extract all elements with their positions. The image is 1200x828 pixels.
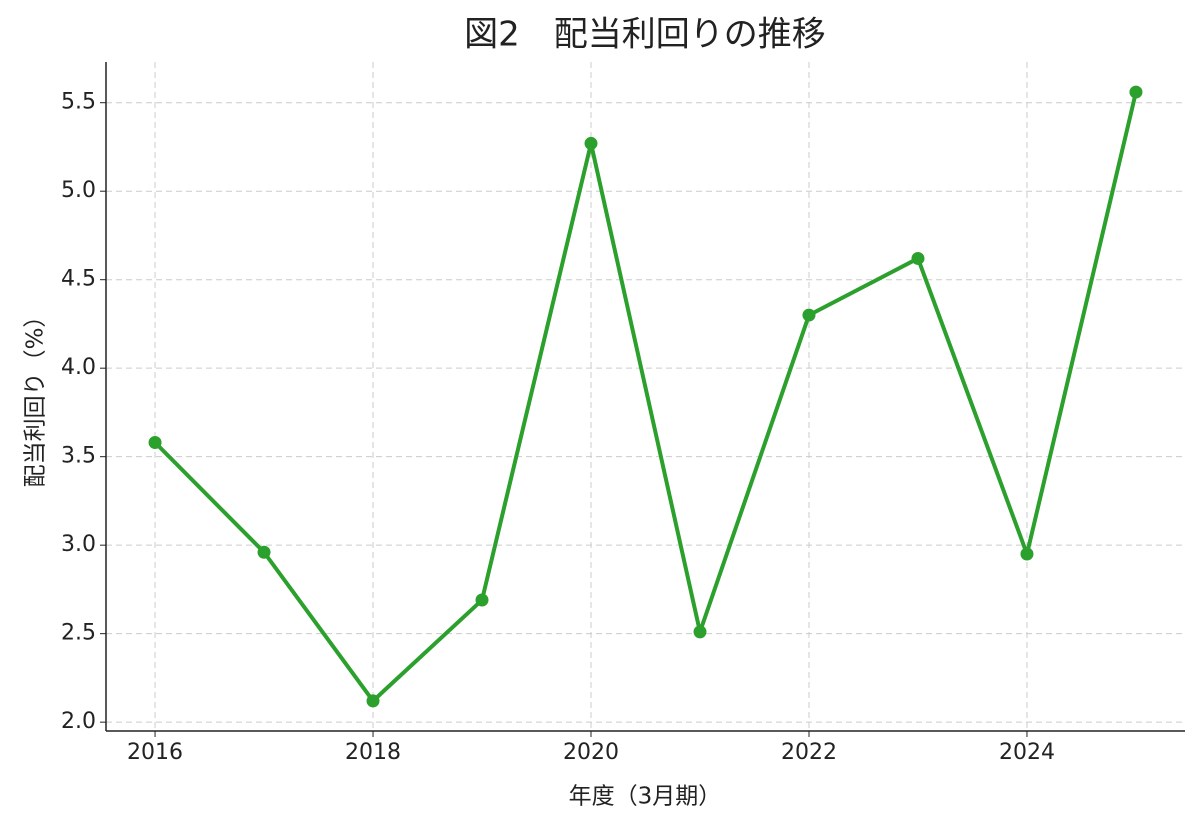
x-tick-label: 2024 <box>999 740 1055 765</box>
x-tick-label: 2022 <box>781 740 837 765</box>
data-point <box>475 593 489 607</box>
data-point <box>257 545 271 559</box>
y-tick-label: 3.5 <box>61 444 96 469</box>
y-tick-label: 4.0 <box>61 355 96 380</box>
data-point <box>1020 547 1034 561</box>
x-tick-label: 2018 <box>345 740 401 765</box>
data-line <box>153 91 1138 703</box>
y-axis-label: 配当利回り（%） <box>23 305 49 488</box>
data-point <box>366 694 380 708</box>
chart-title: 図2 配当利回りの推移 <box>464 15 826 55</box>
x-tick-label: 2016 <box>127 740 183 765</box>
y-tick-label: 5.0 <box>61 178 96 203</box>
y-tick-label: 4.5 <box>61 267 96 292</box>
data-point <box>802 308 816 322</box>
data-point <box>693 625 707 639</box>
y-tick-label: 2.5 <box>61 621 96 646</box>
data-point <box>584 136 598 150</box>
y-tick-label: 3.0 <box>61 532 96 557</box>
x-tick-label: 2020 <box>563 740 619 765</box>
data-point <box>148 436 162 450</box>
x-axis-label: 年度（3月期） <box>569 784 722 810</box>
y-tick-label: 5.5 <box>61 90 96 115</box>
data-point <box>911 251 925 265</box>
y-tick-label: 2.0 <box>61 709 96 734</box>
data-point <box>1129 85 1143 99</box>
